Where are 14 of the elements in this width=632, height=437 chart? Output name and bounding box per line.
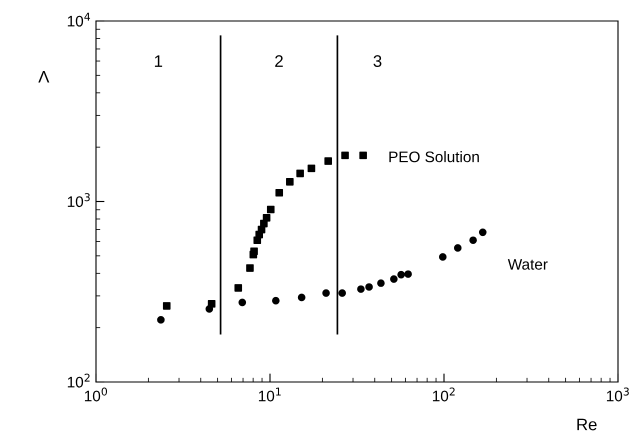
x-tick-label: 10$^{3}$ xyxy=(606,388,629,402)
series-label: PEO Solution xyxy=(389,151,479,162)
y-tick-label: 10$^{4}$ xyxy=(68,12,90,27)
y-axis-title: Λ xyxy=(38,71,50,83)
y-tick-label: 10$^{2}$ xyxy=(68,374,90,388)
x-tick-label: 10$^{2}$ xyxy=(432,388,455,402)
y-tick-label: 10$^{3}$ xyxy=(68,193,90,208)
text: Water xyxy=(508,259,548,270)
annotation: 1 xyxy=(154,55,162,67)
x-tick-label: 10$^{1}$ xyxy=(258,388,281,402)
annotation: 2 xyxy=(275,55,283,67)
x-axis-title: Re xyxy=(577,418,597,430)
x-tick-label: 10$^{0}$ xyxy=(84,388,108,402)
annotation: 3 xyxy=(374,55,382,67)
